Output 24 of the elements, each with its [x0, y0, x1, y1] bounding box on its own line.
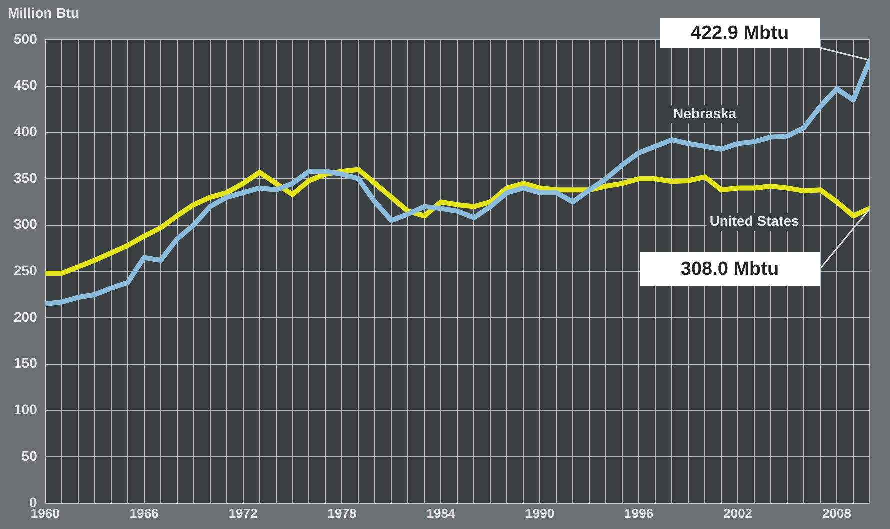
callout-box: 308.0 Mbtu	[640, 252, 820, 286]
y-tick-label: 200	[14, 308, 38, 325]
y-tick-label: 100	[14, 402, 38, 418]
y-tick-label: 150	[14, 355, 38, 372]
callout-box: 422.9 Mbtu	[660, 18, 820, 48]
y-tick-label: 450	[14, 77, 38, 94]
y-tick-label: 300	[14, 216, 38, 232]
y-tick-label: 400	[14, 124, 38, 140]
x-tick-label: 1984	[426, 506, 456, 521]
x-tick-label: 1990	[526, 506, 555, 521]
y-axis-title: Million Btu	[8, 4, 80, 21]
x-tick-label: 1966	[130, 506, 159, 521]
y-tick-label: 500	[14, 30, 38, 47]
x-tick-label: 2008	[822, 506, 852, 521]
series-label: Nebraska	[674, 105, 737, 122]
series-label: United States	[710, 213, 800, 230]
y-tick-label: 0	[30, 494, 38, 510]
x-tick-label: 1972	[228, 506, 258, 521]
x-tick-label: 1978	[328, 506, 357, 521]
y-tick-label: 350	[14, 170, 38, 186]
x-tick-label: 2002	[724, 506, 753, 521]
y-tick-label: 250	[14, 262, 38, 279]
y-tick-label: 50	[22, 448, 38, 464]
x-tick-label: 1996	[624, 506, 654, 521]
